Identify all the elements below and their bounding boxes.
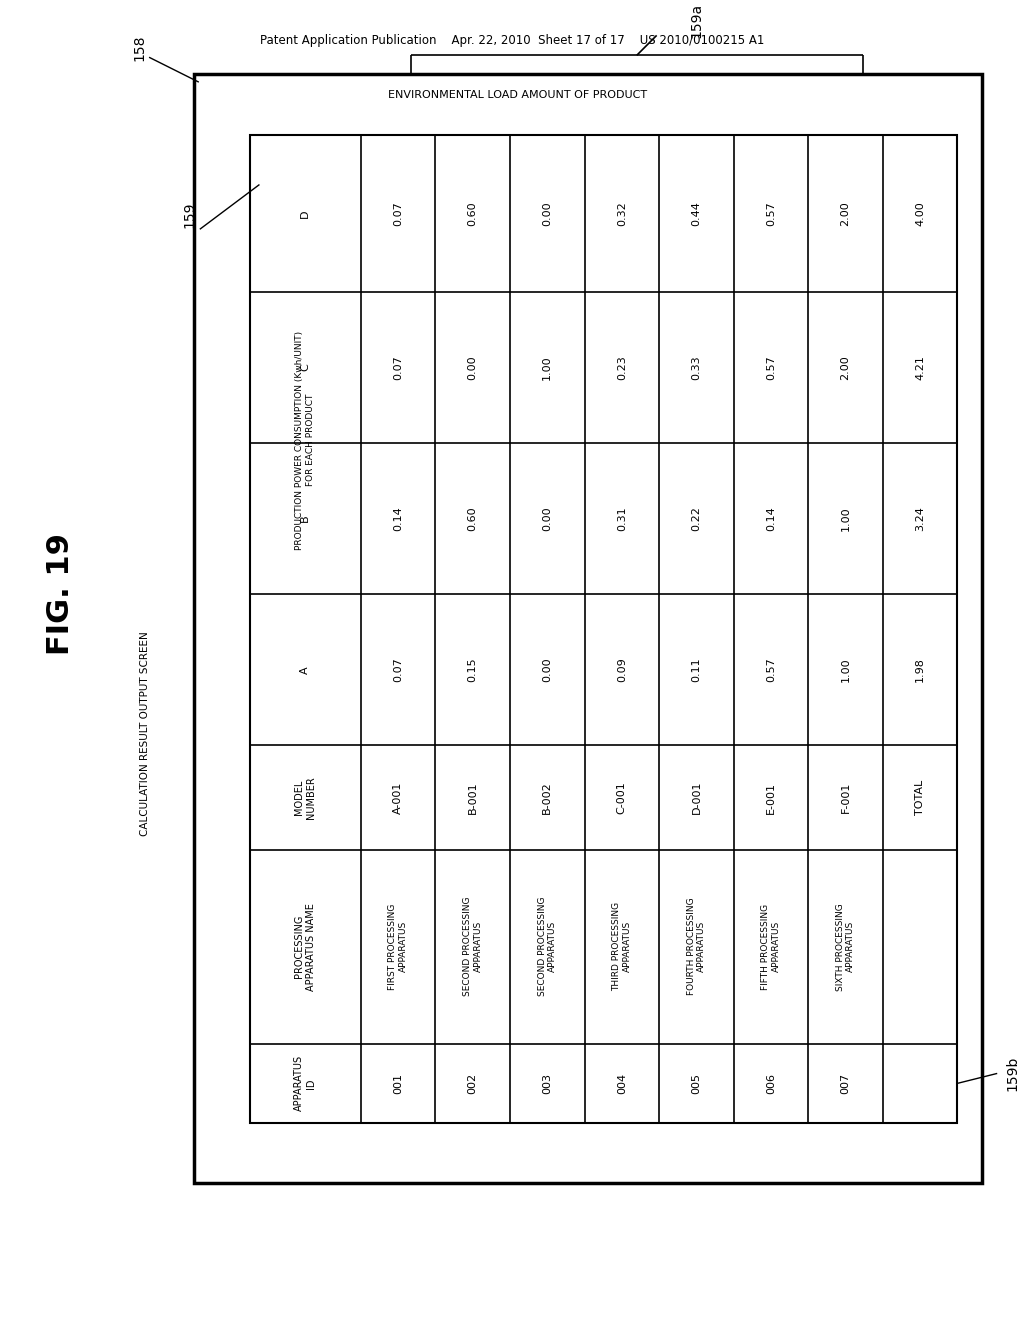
Text: 0.23: 0.23	[616, 355, 627, 380]
Text: 004: 004	[616, 1073, 627, 1094]
Text: B-002: B-002	[543, 781, 552, 814]
Text: SIXTH PROCESSING
APPARATUS: SIXTH PROCESSING APPARATUS	[836, 903, 855, 990]
Text: ENVIRONMENTAL LOAD AMOUNT OF PRODUCT: ENVIRONMENTAL LOAD AMOUNT OF PRODUCT	[388, 90, 647, 100]
Text: 0.09: 0.09	[616, 657, 627, 682]
Text: 0.00: 0.00	[543, 201, 552, 226]
Text: 0.14: 0.14	[766, 507, 776, 531]
Text: 1.00: 1.00	[543, 355, 552, 380]
Text: 005: 005	[691, 1073, 701, 1094]
Bar	[250, 135, 957, 1123]
Text: 0.57: 0.57	[766, 201, 776, 226]
Text: B: B	[300, 515, 310, 523]
Text: 0.00: 0.00	[543, 657, 552, 682]
Text: 0.00: 0.00	[468, 355, 478, 380]
Text: E-001: E-001	[766, 781, 776, 813]
Text: 0.00: 0.00	[543, 507, 552, 531]
Text: B-001: B-001	[468, 781, 478, 814]
Text: 159: 159	[183, 201, 197, 227]
Text: 4.21: 4.21	[915, 355, 925, 380]
Text: PROCESSING
APPARATUS NAME: PROCESSING APPARATUS NAME	[294, 903, 316, 990]
Text: 0.11: 0.11	[691, 657, 701, 682]
Text: 0.33: 0.33	[691, 355, 701, 380]
Text: 1.00: 1.00	[841, 657, 851, 682]
Text: F-001: F-001	[841, 781, 851, 813]
Text: 159a: 159a	[689, 3, 703, 38]
Text: 159b: 159b	[1006, 1056, 1019, 1092]
Text: D: D	[300, 209, 310, 218]
Text: A-001: A-001	[393, 781, 403, 813]
Text: A: A	[300, 665, 310, 673]
Text: 0.07: 0.07	[393, 657, 403, 682]
Text: FOURTH PROCESSING
APPARATUS: FOURTH PROCESSING APPARATUS	[687, 898, 707, 995]
Text: 0.32: 0.32	[616, 201, 627, 226]
Text: FIG. 19: FIG. 19	[46, 533, 75, 655]
Text: 0.60: 0.60	[468, 201, 478, 226]
Text: D-001: D-001	[691, 780, 701, 814]
Text: C: C	[300, 363, 310, 371]
Text: 0.57: 0.57	[766, 657, 776, 682]
Text: 1.00: 1.00	[841, 507, 851, 531]
Text: C-001: C-001	[616, 781, 627, 814]
Text: 158: 158	[132, 34, 146, 61]
Text: 3.24: 3.24	[915, 506, 925, 531]
Text: Patent Application Publication    Apr. 22, 2010  Sheet 17 of 17    US 2010/01002: Patent Application Publication Apr. 22, …	[260, 34, 764, 48]
Text: 0.15: 0.15	[468, 657, 478, 682]
Text: 1.98: 1.98	[915, 657, 925, 682]
Text: 0.07: 0.07	[393, 355, 403, 380]
Text: FIRST PROCESSING
APPARATUS: FIRST PROCESSING APPARATUS	[388, 903, 408, 990]
Text: 0.22: 0.22	[691, 506, 701, 531]
Text: 0.14: 0.14	[393, 507, 403, 531]
Text: 2.00: 2.00	[841, 201, 851, 226]
Text: 007: 007	[841, 1073, 851, 1094]
Text: TOTAL: TOTAL	[915, 780, 925, 816]
Text: 0.07: 0.07	[393, 201, 403, 226]
Text: 0.60: 0.60	[468, 507, 478, 531]
Text: 002: 002	[468, 1073, 478, 1094]
Text: APPARATUS
ID: APPARATUS ID	[294, 1055, 316, 1111]
Text: 0.31: 0.31	[616, 507, 627, 531]
Text: 0.44: 0.44	[691, 201, 701, 226]
Text: 0.57: 0.57	[766, 355, 776, 380]
Text: THIRD PROCESSING
APPARATUS: THIRD PROCESSING APPARATUS	[612, 902, 632, 991]
Text: SECOND PROCESSING
APPARATUS: SECOND PROCESSING APPARATUS	[538, 896, 557, 997]
Text: 003: 003	[543, 1073, 552, 1094]
Text: FIFTH PROCESSING
APPARATUS: FIFTH PROCESSING APPARATUS	[761, 904, 780, 990]
Text: CALCULATION RESULT OUTPUT SCREEN: CALCULATION RESULT OUTPUT SCREEN	[140, 631, 151, 836]
Text: SECOND PROCESSING
APPARATUS: SECOND PROCESSING APPARATUS	[463, 896, 482, 997]
Text: MODEL
NUMBER: MODEL NUMBER	[294, 776, 316, 818]
Text: PRODUCTION POWER CONSUMPTION (Kwh/UNIT)
FOR EACH PRODUCT: PRODUCTION POWER CONSUMPTION (Kwh/UNIT) …	[296, 330, 315, 549]
Bar	[194, 74, 982, 1183]
Text: 4.00: 4.00	[915, 201, 925, 226]
Text: 001: 001	[393, 1073, 403, 1094]
Text: 006: 006	[766, 1073, 776, 1094]
Text: 2.00: 2.00	[841, 355, 851, 380]
